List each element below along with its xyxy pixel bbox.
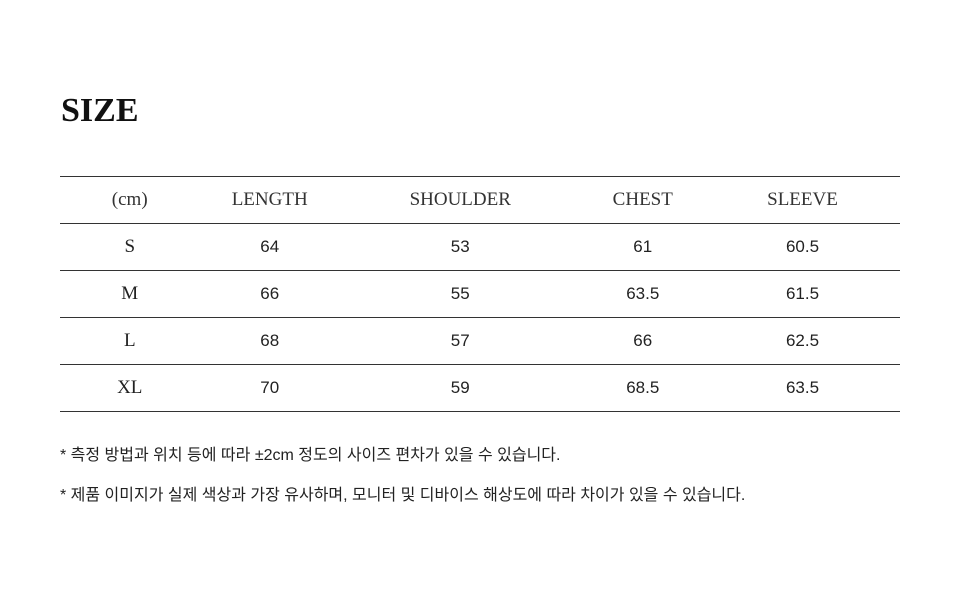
size-label: L: [60, 317, 200, 365]
page-title: SIZE: [61, 92, 139, 129]
chest-cell: 63.5: [580, 270, 705, 318]
table-header-row: (cm) LENGTH SHOULDER CHEST SLEEVE: [60, 176, 900, 224]
table-row: L 68 57 66 62.5: [60, 317, 900, 365]
shoulder-cell: 59: [339, 364, 581, 412]
chest-cell: 68.5: [580, 364, 705, 412]
header-shoulder: SHOULDER: [339, 176, 581, 224]
sleeve-cell: 63.5: [704, 364, 900, 412]
length-cell: 66: [199, 270, 340, 318]
table-row: S 64 53 61 60.5: [60, 223, 900, 271]
table-row: XL 70 59 68.5 63.5: [60, 364, 900, 412]
note-measurement: * 측정 방법과 위치 등에 따라 ±2cm 정도의 사이즈 편차가 있을 수 …: [60, 447, 561, 464]
sleeve-cell: 60.5: [704, 223, 900, 271]
sleeve-cell: 62.5: [704, 317, 900, 365]
size-label: S: [60, 223, 200, 271]
header-length: LENGTH: [199, 176, 340, 224]
header-unit: (cm): [60, 176, 200, 224]
length-cell: 64: [199, 223, 340, 271]
shoulder-cell: 53: [339, 223, 581, 271]
table-row: M 66 55 63.5 61.5: [60, 270, 900, 318]
length-cell: 70: [199, 364, 340, 412]
shoulder-cell: 55: [339, 270, 581, 318]
header-chest: CHEST: [580, 176, 705, 224]
shoulder-cell: 57: [339, 317, 581, 365]
chest-cell: 66: [580, 317, 705, 365]
size-table: (cm) LENGTH SHOULDER CHEST SLEEVE S 64 5…: [60, 176, 900, 412]
header-sleeve: SLEEVE: [704, 176, 900, 224]
chest-cell: 61: [580, 223, 705, 271]
note-color: * 제품 이미지가 실제 색상과 가장 유사하며, 모니터 및 디바이스 해상도…: [60, 487, 746, 504]
size-label: XL: [60, 364, 200, 412]
sleeve-cell: 61.5: [704, 270, 900, 318]
length-cell: 68: [199, 317, 340, 365]
size-label: M: [60, 270, 200, 318]
